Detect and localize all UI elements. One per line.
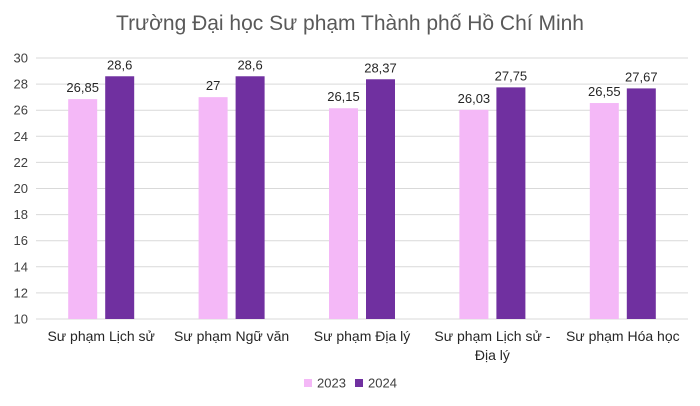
data-label: 28,37 bbox=[364, 60, 397, 75]
data-label: 27 bbox=[206, 78, 220, 93]
bar-2023 bbox=[198, 97, 228, 320]
bar-2024 bbox=[235, 76, 265, 320]
bar-2024 bbox=[366, 79, 395, 319]
data-label: 26,55 bbox=[588, 84, 621, 99]
y-tick-label: 14 bbox=[14, 259, 28, 274]
category-labels: Sư phạm Lịch sử Sư phạm Ngữ văn Sư phạm Đị… bbox=[47, 328, 679, 363]
bar-2023 bbox=[589, 103, 619, 320]
chart-title: Trường Đại học Sư phạm Thành phố Hồ Chí … bbox=[116, 12, 584, 35]
data-label: 26,85 bbox=[66, 80, 99, 95]
y-tick-label: 28 bbox=[14, 77, 28, 92]
data-label: 27,75 bbox=[495, 68, 528, 83]
data-label: 27,67 bbox=[625, 69, 658, 84]
category-label: Sư phạm Lịch sử bbox=[47, 328, 154, 344]
category-label: Sư phạm Lịch sử - bbox=[434, 328, 550, 344]
y-tick-label: 16 bbox=[14, 233, 28, 248]
data-label: 28,6 bbox=[237, 57, 262, 72]
bar-2023 bbox=[459, 109, 489, 319]
bar-2024 bbox=[496, 87, 526, 319]
y-tick-label: 24 bbox=[14, 129, 28, 144]
y-tick-label: 22 bbox=[14, 155, 28, 170]
y-tick-label: 26 bbox=[14, 103, 28, 118]
category-label: Sư phạm Địa lý bbox=[314, 328, 411, 344]
bar-2024 bbox=[105, 76, 135, 320]
y-tick-label: 18 bbox=[14, 207, 28, 222]
category-label: Địa lý bbox=[475, 347, 510, 363]
y-tick-label: 20 bbox=[14, 181, 28, 196]
legend-swatch bbox=[355, 379, 363, 387]
bar-2023 bbox=[68, 99, 98, 319]
data-labels: 26,85 28,6 27 28,6 26,15 28,37 26,03 27,75 26,55… bbox=[66, 57, 657, 106]
legend-swatch bbox=[304, 379, 312, 387]
data-label: 28,6 bbox=[107, 57, 132, 72]
data-label: 26,15 bbox=[327, 89, 360, 104]
category-label: Sư phạm Ngữ văn bbox=[174, 328, 289, 344]
legend: 2023 2024 bbox=[304, 376, 397, 391]
y-tick-label: 30 bbox=[14, 51, 28, 66]
data-label: 26,03 bbox=[458, 91, 491, 106]
bar-2023 bbox=[329, 108, 358, 320]
y-axis-ticks: 10 12 14 16 18 20 22 24 26 28 30 bbox=[14, 51, 28, 327]
bar-2024 bbox=[626, 88, 656, 320]
y-tick-label: 10 bbox=[14, 312, 28, 327]
legend-label: 2024 bbox=[368, 376, 397, 391]
category-label: Sư phạm Hóa học bbox=[566, 328, 680, 344]
gridlines bbox=[36, 57, 688, 320]
y-tick-label: 12 bbox=[14, 285, 28, 300]
bars bbox=[68, 76, 656, 320]
legend-label: 2023 bbox=[317, 376, 346, 391]
